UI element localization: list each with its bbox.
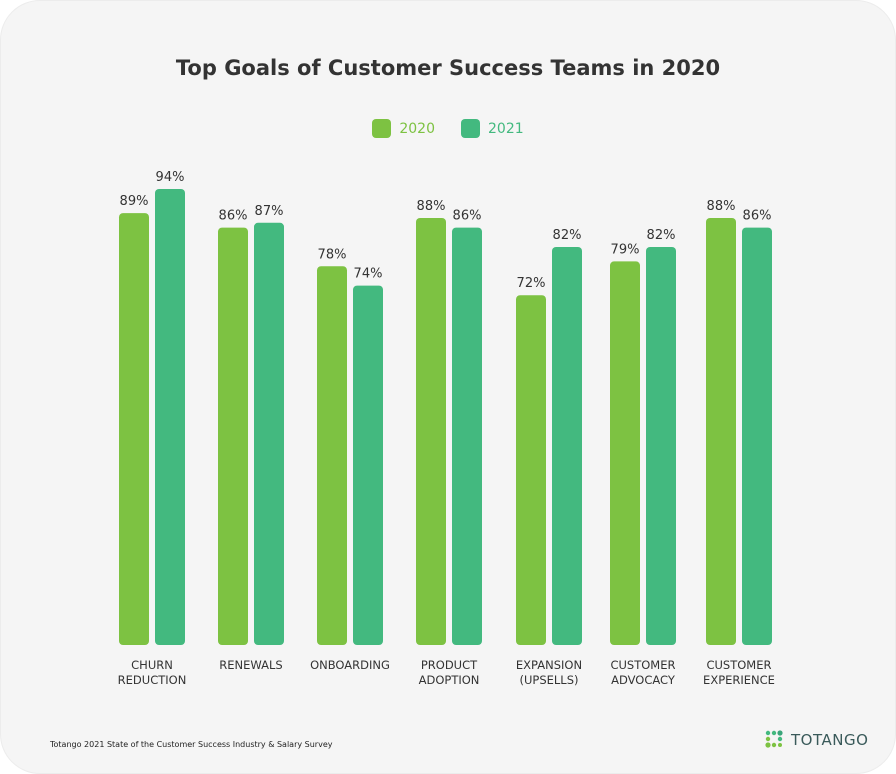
category-label-2: ONBOARDING: [310, 658, 390, 672]
bar-2020-1: [218, 227, 248, 645]
bar-2020-3: [416, 217, 446, 645]
category-label-5: ADVOCACY: [611, 673, 676, 687]
source-footnote: Totango 2021 State of the Customer Succe…: [50, 740, 333, 749]
legend-item-2020: 2020: [372, 119, 435, 138]
data-label-2020-4: 72%: [517, 276, 546, 291]
legend-label-2020: 2020: [399, 120, 435, 137]
logo-text: TOTANGO: [791, 731, 869, 749]
bar-2020-4: [516, 295, 546, 645]
bar-2021-1: [254, 222, 284, 646]
category-label-0: CHURN: [131, 658, 173, 672]
bar-2020-0: [119, 213, 149, 645]
category-label-4: EXPANSION: [516, 658, 582, 672]
data-label-2020-6: 88%: [707, 199, 736, 214]
data-label-2020-1: 86%: [219, 209, 248, 224]
legend-swatch-2020: [372, 119, 392, 138]
bar-2021-2: [353, 285, 383, 645]
data-label-2021-6: 86%: [743, 209, 772, 224]
category-label-6: EXPERIENCE: [703, 673, 775, 687]
bar-2021-3: [452, 227, 482, 645]
data-label-2021-1: 87%: [255, 204, 284, 219]
bar-2020-5: [610, 261, 640, 645]
bar-2020-2: [317, 266, 347, 645]
legend: 2020 2021: [0, 119, 896, 138]
data-label-2021-2: 74%: [354, 267, 383, 282]
data-label-2020-0: 89%: [120, 194, 149, 209]
bar-2021-5: [646, 246, 676, 645]
legend-item-2021: 2021: [461, 119, 524, 138]
category-label-6: CUSTOMER: [706, 658, 771, 672]
data-label-2020-5: 79%: [611, 242, 640, 257]
category-label-3: ADOPTION: [419, 673, 480, 687]
data-label-2020-3: 88%: [417, 199, 446, 214]
data-label-2021-5: 82%: [647, 228, 676, 243]
data-label-2021-4: 82%: [553, 228, 582, 243]
data-label-2021-3: 86%: [453, 209, 482, 224]
data-label-2021-0: 94%: [156, 170, 185, 185]
category-label-1: RENEWALS: [219, 658, 282, 672]
bar-2021-6: [742, 227, 772, 645]
category-label-4: (UPSELLS): [519, 673, 578, 687]
bar-2020-6: [706, 217, 736, 645]
legend-label-2021: 2021: [488, 120, 524, 137]
chart-title: Top Goals of Customer Success Teams in 2…: [175, 56, 721, 80]
logo-dots-icon: [765, 730, 783, 748]
category-label-3: PRODUCT: [421, 658, 478, 672]
category-label-5: CUSTOMER: [610, 658, 675, 672]
bar-2021-0: [155, 188, 185, 646]
legend-swatch-2021: [461, 119, 480, 138]
bar-2021-4: [552, 246, 582, 645]
totango-logo: TOTANGO: [765, 730, 868, 750]
category-label-0: REDUCTION: [118, 673, 187, 687]
data-label-2020-2: 78%: [318, 247, 347, 262]
